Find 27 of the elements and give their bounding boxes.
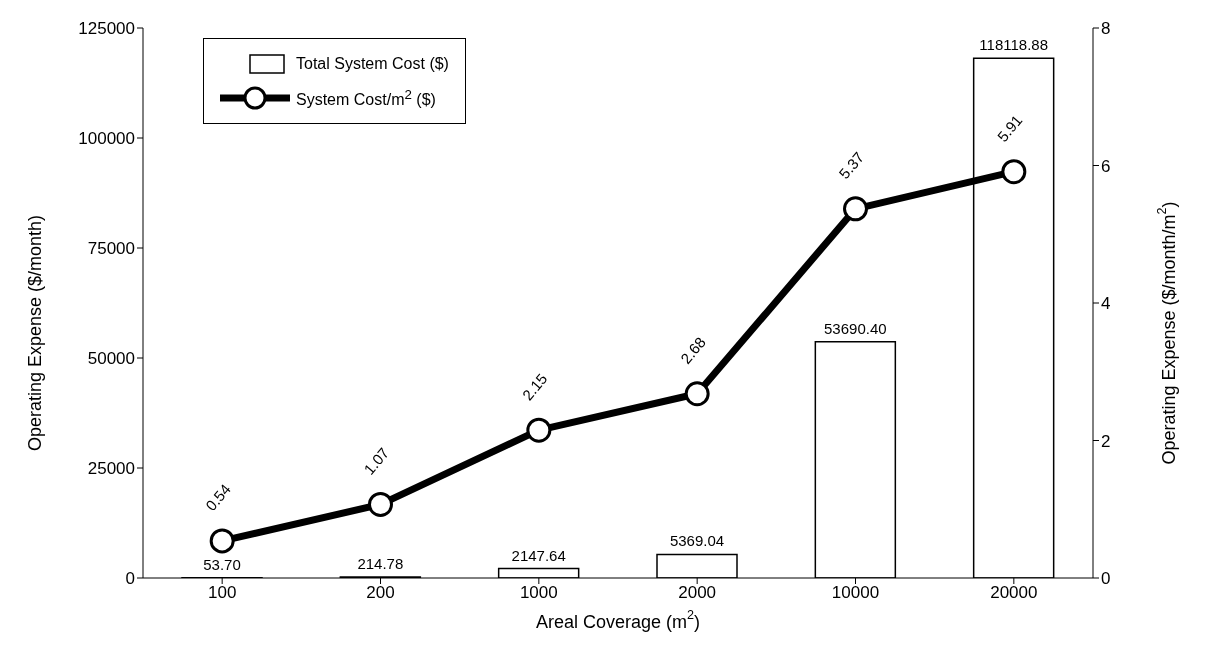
x-tick-label: 20000	[990, 583, 1038, 603]
x-tick-label: 1000	[519, 583, 558, 603]
y-tick-label: 0	[125, 569, 135, 589]
data-label: 53.70	[203, 555, 241, 573]
y2-tick-label: 0	[1101, 569, 1111, 589]
x-tick-label: 10000	[831, 583, 880, 603]
y2-tick-label: 4	[1101, 294, 1111, 314]
x-tick-label: 100	[207, 583, 237, 603]
y-tick-label: 25000	[87, 459, 135, 479]
y-tick-label: 75000	[87, 239, 135, 259]
x-axis-title: Areal Coverage (m$^{2}$)	[535, 608, 701, 632]
y-tick-label: 125000	[78, 19, 135, 39]
y-axis-title: Operating Expense ($/month)	[24, 214, 45, 452]
x-tick-label: 2000	[678, 583, 717, 603]
data-label: 2147.64	[511, 546, 566, 564]
y-tick-label: 50000	[87, 349, 135, 369]
data-label: 118118.88	[979, 36, 1049, 54]
legend-label: System Cost/m$^{2}$ ($)	[296, 87, 436, 109]
data-label: 53690.40	[824, 319, 887, 337]
y2-tick-label: 8	[1101, 19, 1111, 39]
data-label: 5369.04	[669, 532, 725, 550]
x-tick-label: 200	[366, 583, 395, 603]
y2-tick-label: 6	[1101, 156, 1111, 176]
legend-label: Total System Cost ($)	[296, 55, 449, 72]
y2-tick-label: 2	[1101, 431, 1111, 451]
y-tick-label: 100000	[78, 129, 135, 149]
data-label: 214.78	[357, 555, 404, 573]
